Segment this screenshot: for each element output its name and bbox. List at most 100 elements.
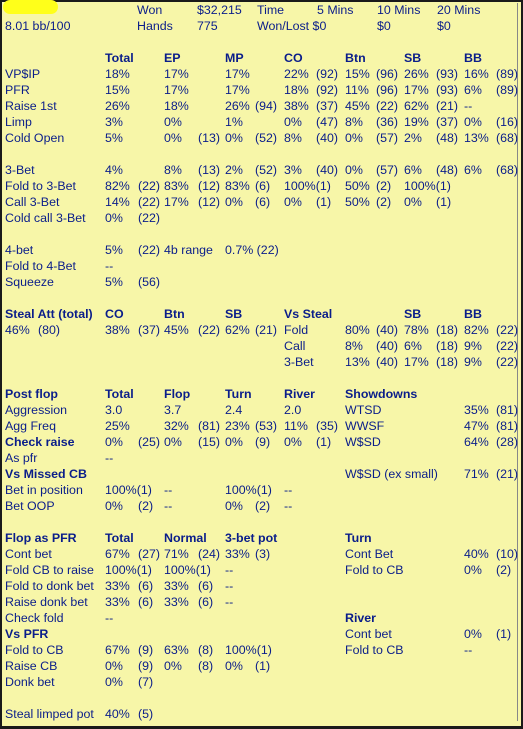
steal-cell: 45% [164,323,189,337]
stat-cell: 100%(1) [284,179,331,193]
stat-cell: 0% [105,499,123,513]
stat-cell: (18) [436,339,459,353]
stat-cell: (22) [138,243,161,257]
stat-cell: (81) [198,419,221,433]
stat-cell: (6) [255,195,271,209]
stat-cell: (89) [496,67,519,81]
row-label: Squeeze [5,275,54,289]
row-label: Raise donk bet [5,595,88,609]
showdown-n: (81) [496,403,519,417]
turn-label: Cont Bet [345,547,394,561]
stat-cell: (22) [138,211,161,225]
stat-cell: 2.4 [225,403,243,417]
postflop-col-header: Flop [164,387,191,401]
stat-cell: (92) [316,83,339,97]
time-label: Time [257,3,285,17]
stat-cell: 0% [345,163,363,177]
stat-cell: (2) [376,179,392,193]
stat-cell: 3.7 [164,403,182,417]
stat-cell: 23% [225,419,250,433]
stat-cell: 0% [225,195,243,209]
stat-cell: 0% [225,659,243,673]
stat-cell: (52) [255,163,278,177]
row-label: Raise CB [5,659,58,673]
stat-cell: (37) [436,115,459,129]
stat-cell: 67% [105,547,130,561]
stat-cell: (12) [198,195,221,209]
stat-cell: 17% [225,67,250,81]
showdown-value: 64% [464,435,489,449]
stat-cell: 0% [284,435,302,449]
stat-cell: (8) [198,643,214,657]
stat-cell: (52) [255,131,278,145]
postflop-col-header: Turn [225,387,252,401]
turn-label: Fold to CB [345,563,404,577]
stat-cell: (48) [436,131,459,145]
stat-cell: 100%(1) [225,483,272,497]
showdown-label: W$SD (ex small) [345,467,438,481]
stat-cell: (22) [138,195,161,209]
stat-cell: 33% [164,595,189,609]
stat-cell: 18% [284,83,309,97]
stat-cell: 26% [404,67,429,81]
won-value: $32,215 [197,3,242,17]
stat-cell: 83% [164,179,189,193]
stat-cell: (36) [376,115,399,129]
vs-steal-row-label: 3-Bet [284,355,314,369]
player-name-highlight [3,0,58,14]
stat-cell: (1) [316,435,332,449]
row-label: Limp [5,115,32,129]
stat-cell: -- [105,611,114,625]
stat-cell: 100%(1) [225,643,272,657]
showdown-n: (81) [496,419,519,433]
stat-cell: (13) [198,163,221,177]
stat-cell: 0% [345,131,363,145]
stat-cell: 17% [404,355,429,369]
steal-total: 46% [5,323,30,337]
row-label: Fold CB to raise [5,563,94,577]
vs-steal-col-sb: SB [404,307,422,321]
stat-cell: 9% [464,355,482,369]
stat-cell: 0% [105,659,123,673]
stat-cell: 14% [105,195,130,209]
stat-cell: (24) [198,547,221,561]
stat-cell: 33% [105,579,130,593]
stat-cell: (12) [198,179,221,193]
stat-cell: 0% [225,435,243,449]
stat-cell: (22) [496,355,519,369]
row-label: Vs PFR [5,627,49,641]
stat-cell: 82% [105,179,130,193]
stat-cell: (18) [436,355,459,369]
stat-cell: 78% [404,323,429,337]
stat-cell: 18% [164,99,189,113]
stat-cell: (35) [316,419,339,433]
stat-cell: (16) [496,115,519,129]
stat-cell: 3% [105,115,123,129]
row-label: 4-bet [5,243,34,257]
stat-cell: 83% [225,179,250,193]
stat-cell: 62% [404,99,429,113]
stat-cell: 38% [284,99,309,113]
col-header-total: Total [105,51,134,65]
stat-cell: 5% [105,275,123,289]
stat-cell: 6% [404,163,422,177]
col-header-sb: SB [404,51,422,65]
won-lost-20: $0 [437,19,451,33]
won-lost-label: Won/Lost $0 [257,19,327,33]
vs-steal-row-label: Call [284,339,306,353]
stat-cell: 18% [105,67,130,81]
vs-steal-row-label: Fold [284,323,309,337]
stat-cell: (15) [198,435,221,449]
stat-cell: 0% [464,115,482,129]
stat-cell: -- [164,499,173,513]
stat-cell: (21) [436,99,459,113]
stat-cell: 11% [284,419,308,433]
steal-limped-label: Steal limped pot [5,707,94,721]
row-label: Agg Freq [5,419,56,433]
steal-cell: (22) [198,323,221,337]
row-label: Donk bet [5,675,55,689]
won-lost-10: $0 [377,19,391,33]
stat-cell: (68) [496,131,519,145]
showdown-value: 47% [464,419,489,433]
stat-cell: 0% [225,499,243,513]
